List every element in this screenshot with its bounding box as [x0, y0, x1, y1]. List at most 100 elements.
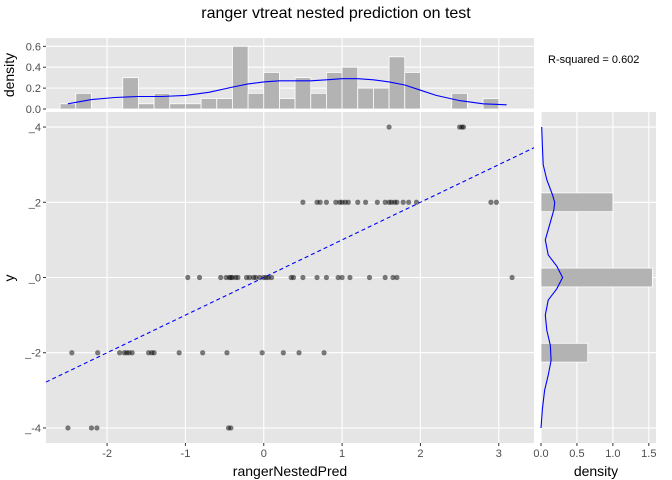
top-histogram-bar	[326, 72, 343, 110]
scatter-point	[228, 425, 234, 431]
top-histogram-bar	[310, 92, 327, 110]
scatter-point	[394, 199, 400, 205]
top-histogram-bar	[216, 98, 233, 110]
scatter-point	[129, 350, 135, 356]
top-histogram-bar	[373, 87, 390, 110]
right-x-tick-label: 1.5	[641, 448, 656, 460]
scatter-point	[355, 199, 361, 205]
scatter-point	[323, 274, 330, 281]
scatter-point	[335, 274, 341, 281]
top-histogram-bar	[153, 92, 171, 110]
top-y-tick-label: 0.6	[26, 41, 41, 53]
top-y-tick-label: 0.2	[26, 83, 41, 95]
main-x-tick-label: 0	[261, 448, 267, 460]
scatter-point	[151, 350, 157, 356]
main-scatter-panel: -2 -1 0 1 2 3 _-4 _-2 _0 _2 _4	[24, 112, 535, 460]
top-histogram-bar	[357, 87, 374, 110]
top-density-curve	[67, 78, 507, 106]
main-y-tick-label: _0	[28, 273, 41, 285]
scatter-point	[314, 274, 320, 281]
top-y-tick-label: 0.0	[26, 104, 41, 116]
top-histogram-bar	[122, 77, 139, 110]
scatter-point	[394, 274, 400, 281]
right-density-curve	[540, 126, 564, 429]
scatter-point	[400, 199, 406, 205]
scatter-point	[88, 425, 95, 431]
scatter-point	[224, 350, 230, 356]
scatter-point	[323, 199, 330, 205]
main-y-tick-label: _-2	[24, 348, 41, 360]
main-y-tick-label: _-4	[24, 423, 41, 435]
scatter-point	[185, 274, 191, 281]
scatter-point	[280, 350, 286, 356]
top-histogram-bar	[185, 103, 202, 110]
scatter-point	[386, 124, 392, 130]
top-histogram-bar	[341, 66, 359, 110]
main-x-tick-label: 2	[417, 448, 423, 460]
x-axis-title: rangerNestedPred	[233, 463, 347, 479]
scatter-point	[374, 199, 380, 205]
top-histogram-bar	[200, 98, 218, 110]
right-histogram-bar	[540, 342, 589, 363]
scatter-point	[382, 274, 388, 281]
scatter-point	[406, 199, 412, 205]
scatter-point	[333, 199, 339, 205]
top-y-tick-label: 0.4	[26, 62, 41, 74]
right-x-tick-label: 1.0	[605, 448, 620, 460]
y-axis-title: y	[1, 275, 17, 282]
scatter-point	[296, 350, 302, 356]
scatter-point	[459, 124, 465, 130]
scatter-point	[413, 199, 420, 205]
scatter-point	[290, 274, 297, 281]
scatter-point	[259, 350, 265, 356]
plot-title: ranger vtreat nested prediction on test	[201, 5, 471, 22]
scatter-point	[65, 425, 71, 431]
top-histogram-bar	[279, 98, 296, 110]
scatter-point	[347, 274, 353, 281]
scatter-point	[176, 350, 182, 356]
scatter-point	[509, 274, 515, 281]
scatter-point	[317, 199, 323, 205]
scatter-point	[94, 425, 100, 431]
scatter-point	[362, 199, 369, 205]
scatter-point	[196, 274, 203, 281]
top-histogram-bar	[138, 103, 155, 110]
right-histogram-panel: 0.0 0.5 1.0 1.5	[533, 112, 656, 460]
main-y-tick-label: _2	[28, 197, 41, 209]
main-x-tick-label: 1	[339, 448, 345, 460]
scatter-point	[345, 199, 351, 205]
main-x-tick-label: 3	[496, 448, 502, 460]
right-density-axis-title: density	[574, 463, 618, 479]
scatter-point	[95, 350, 101, 356]
scatter-point	[253, 274, 259, 281]
scatter-point	[382, 199, 388, 205]
right-x-tick-label: 0.5	[569, 448, 584, 460]
r-squared-annotation: R-squared = 0.602	[548, 54, 639, 66]
main-y-tick-label: _4	[28, 122, 41, 134]
top-density-axis-title: density	[1, 53, 17, 97]
right-histogram-bar	[540, 192, 614, 213]
scatter-point	[69, 350, 75, 356]
top-histogram-bar	[247, 92, 265, 110]
scatter-point	[200, 350, 206, 356]
scatter-point	[268, 274, 275, 281]
main-x-tick-label: -2	[102, 448, 112, 460]
scatter-point	[366, 274, 373, 281]
top-histogram-bar	[263, 72, 280, 110]
scatter-point	[300, 199, 306, 205]
top-histogram-panel: 0.0 0.2 0.4 0.6	[26, 38, 534, 116]
main-x-tick-label: -1	[181, 448, 191, 460]
scatter-point	[218, 274, 224, 281]
top-histogram-bar	[294, 77, 312, 110]
scatter-point	[235, 274, 241, 281]
scatter-point	[390, 274, 396, 281]
scatter-point	[247, 274, 253, 281]
scatter-point	[300, 274, 306, 281]
top-histogram-bar	[169, 103, 186, 110]
scatter-point	[339, 274, 345, 281]
top-histogram-bar	[59, 103, 77, 110]
right-x-tick-label: 0.0	[533, 448, 548, 460]
scatter-point	[321, 350, 327, 356]
